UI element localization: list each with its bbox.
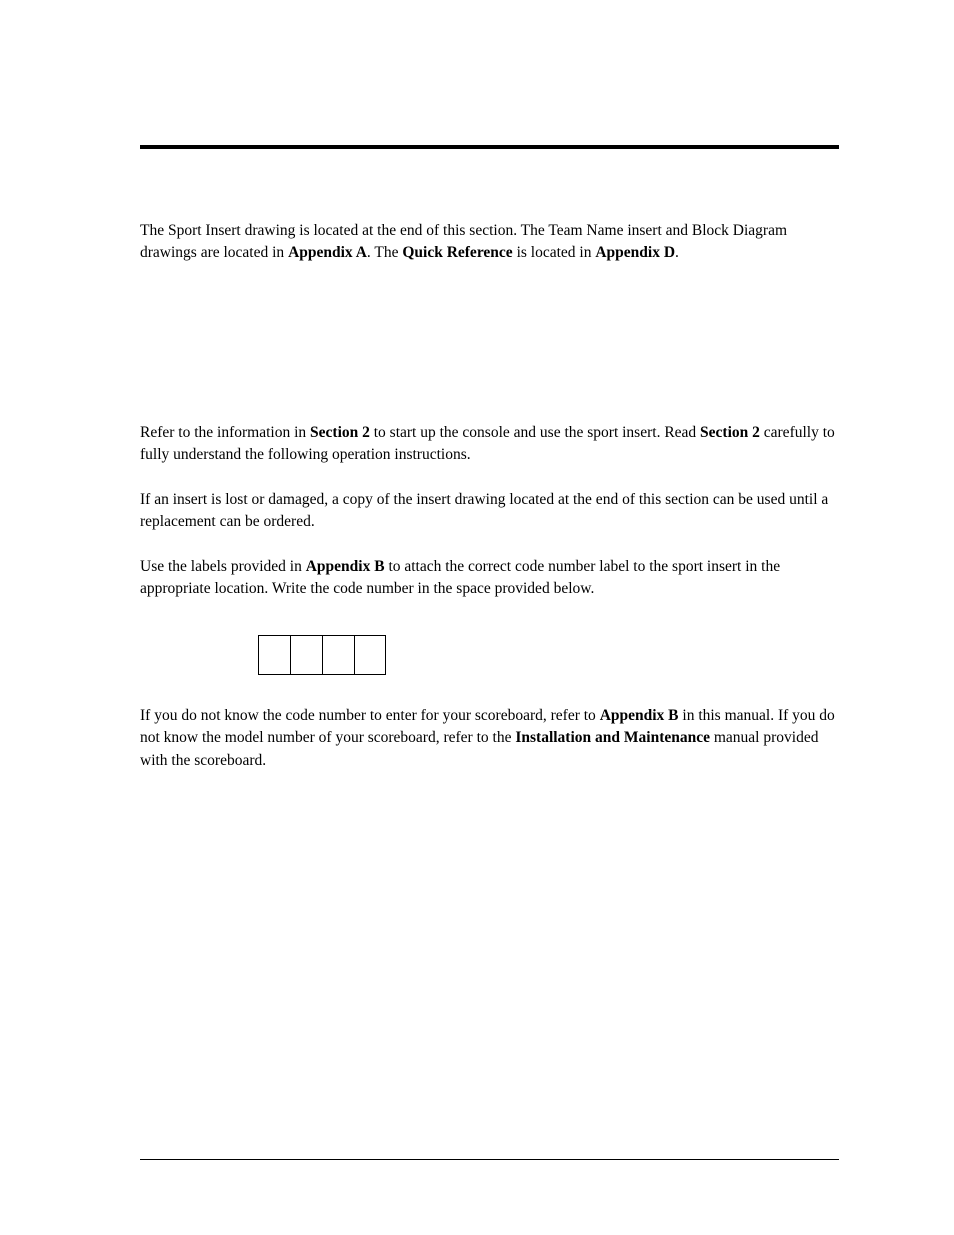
para3-text1: If an insert is lost or damaged, a copy …	[140, 491, 828, 530]
para1-bold3: Appendix D	[595, 244, 675, 261]
para1-bold2: Quick Reference	[402, 244, 512, 261]
para4-text1: Use the labels provided in	[140, 558, 306, 575]
para5-bold2: Installation and Maintenance	[515, 729, 710, 746]
paragraph-1: The Sport Insert drawing is located at t…	[140, 220, 839, 265]
para1-text3: is located in	[513, 244, 596, 261]
paragraph-2: Refer to the information in Section 2 to…	[140, 422, 839, 467]
para2-text1: Refer to the information in	[140, 424, 310, 441]
para5-text1: If you do not know the code number to en…	[140, 707, 600, 724]
header-rule	[140, 145, 839, 149]
page-container: The Sport Insert drawing is located at t…	[0, 0, 954, 1235]
paragraph-3: If an insert is lost or damaged, a copy …	[140, 489, 839, 534]
para1-bold1: Appendix A	[288, 244, 367, 261]
code-boxes-container	[258, 635, 839, 675]
code-box-4[interactable]	[354, 635, 386, 675]
para1-text4: .	[675, 244, 679, 261]
code-box-3[interactable]	[322, 635, 354, 675]
para2-bold1: Section 2	[310, 424, 370, 441]
para2-bold2: Section 2	[700, 424, 760, 441]
code-box-1[interactable]	[258, 635, 290, 675]
content-area: The Sport Insert drawing is located at t…	[140, 220, 839, 772]
paragraph-5: If you do not know the code number to en…	[140, 705, 839, 772]
para5-bold1: Appendix B	[600, 707, 679, 724]
footer-rule	[140, 1159, 839, 1160]
para4-bold1: Appendix B	[306, 558, 385, 575]
para2-text2: to start up the console and use the spor…	[370, 424, 700, 441]
section-gap	[140, 287, 839, 422]
para1-text2: . The	[367, 244, 402, 261]
paragraph-4: Use the labels provided in Appendix B to…	[140, 556, 839, 601]
code-box-2[interactable]	[290, 635, 322, 675]
